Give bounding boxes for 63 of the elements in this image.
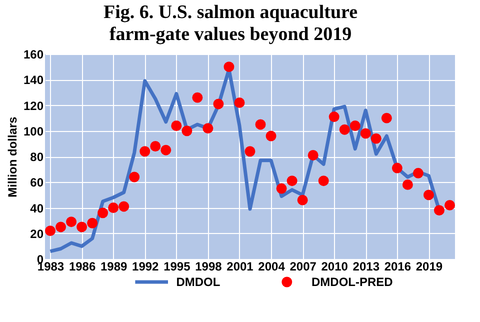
point — [160, 144, 172, 156]
point — [370, 133, 382, 144]
legend-label: DMDOL — [176, 275, 220, 289]
point — [318, 176, 329, 186]
point — [213, 98, 224, 110]
x-tick-label: 2010 — [321, 260, 348, 274]
x-tick-label: 2016 — [384, 260, 412, 274]
point — [118, 201, 130, 212]
point — [434, 205, 444, 216]
y-tick-label: 20 — [30, 226, 44, 241]
point — [98, 208, 108, 218]
point — [392, 162, 402, 174]
point — [56, 222, 66, 232]
point — [192, 92, 203, 103]
x-tick-label: 2004 — [258, 260, 286, 274]
point — [171, 120, 182, 131]
point — [402, 179, 413, 190]
point — [444, 200, 455, 210]
chart-title: Fig. 6. U.S. salmon aquaculture farm-gate values beyond 2019 — [103, 2, 358, 45]
point — [339, 124, 350, 135]
point — [150, 141, 161, 152]
point — [381, 112, 392, 124]
point — [224, 62, 234, 72]
point — [129, 172, 140, 182]
point — [360, 128, 371, 139]
y-tick-label: 100 — [23, 124, 44, 138]
y-tick-label: 120 — [23, 98, 44, 113]
x-tick-label: 2001 — [226, 260, 254, 274]
point — [276, 183, 287, 194]
y-tick-label: 80 — [30, 150, 44, 164]
point — [234, 97, 245, 108]
point — [45, 226, 56, 236]
point — [202, 123, 214, 134]
x-tick-label: 2013 — [352, 260, 380, 274]
point — [297, 194, 308, 206]
y-tick-label: 40 — [30, 201, 44, 216]
point — [412, 168, 424, 178]
x-tick-label: 1986 — [68, 260, 96, 274]
x-tick-label: 1992 — [132, 260, 160, 274]
y-tick-label: 160 — [23, 48, 44, 62]
point — [255, 119, 266, 130]
point — [87, 218, 98, 228]
point — [182, 126, 192, 136]
x-tick-label: 2007 — [290, 260, 317, 274]
x-tick-label: 2019 — [416, 260, 443, 274]
point — [286, 176, 298, 186]
legend-label: DMDOL-PRED — [312, 275, 394, 289]
point — [266, 130, 276, 142]
point — [108, 202, 119, 213]
x-tick-label: 1989 — [100, 260, 128, 274]
point — [66, 216, 77, 228]
point — [350, 120, 360, 131]
point — [76, 222, 88, 232]
point — [423, 190, 434, 200]
point — [140, 146, 150, 157]
y-tick-label: 60 — [30, 176, 44, 190]
point — [244, 146, 256, 157]
x-tick-label: 1998 — [195, 260, 222, 274]
y-axis-title: Million dollars — [5, 116, 20, 198]
point — [328, 112, 340, 122]
x-tick-label: 1995 — [164, 260, 191, 274]
y-tick-label: 140 — [23, 73, 44, 88]
point — [308, 150, 318, 160]
